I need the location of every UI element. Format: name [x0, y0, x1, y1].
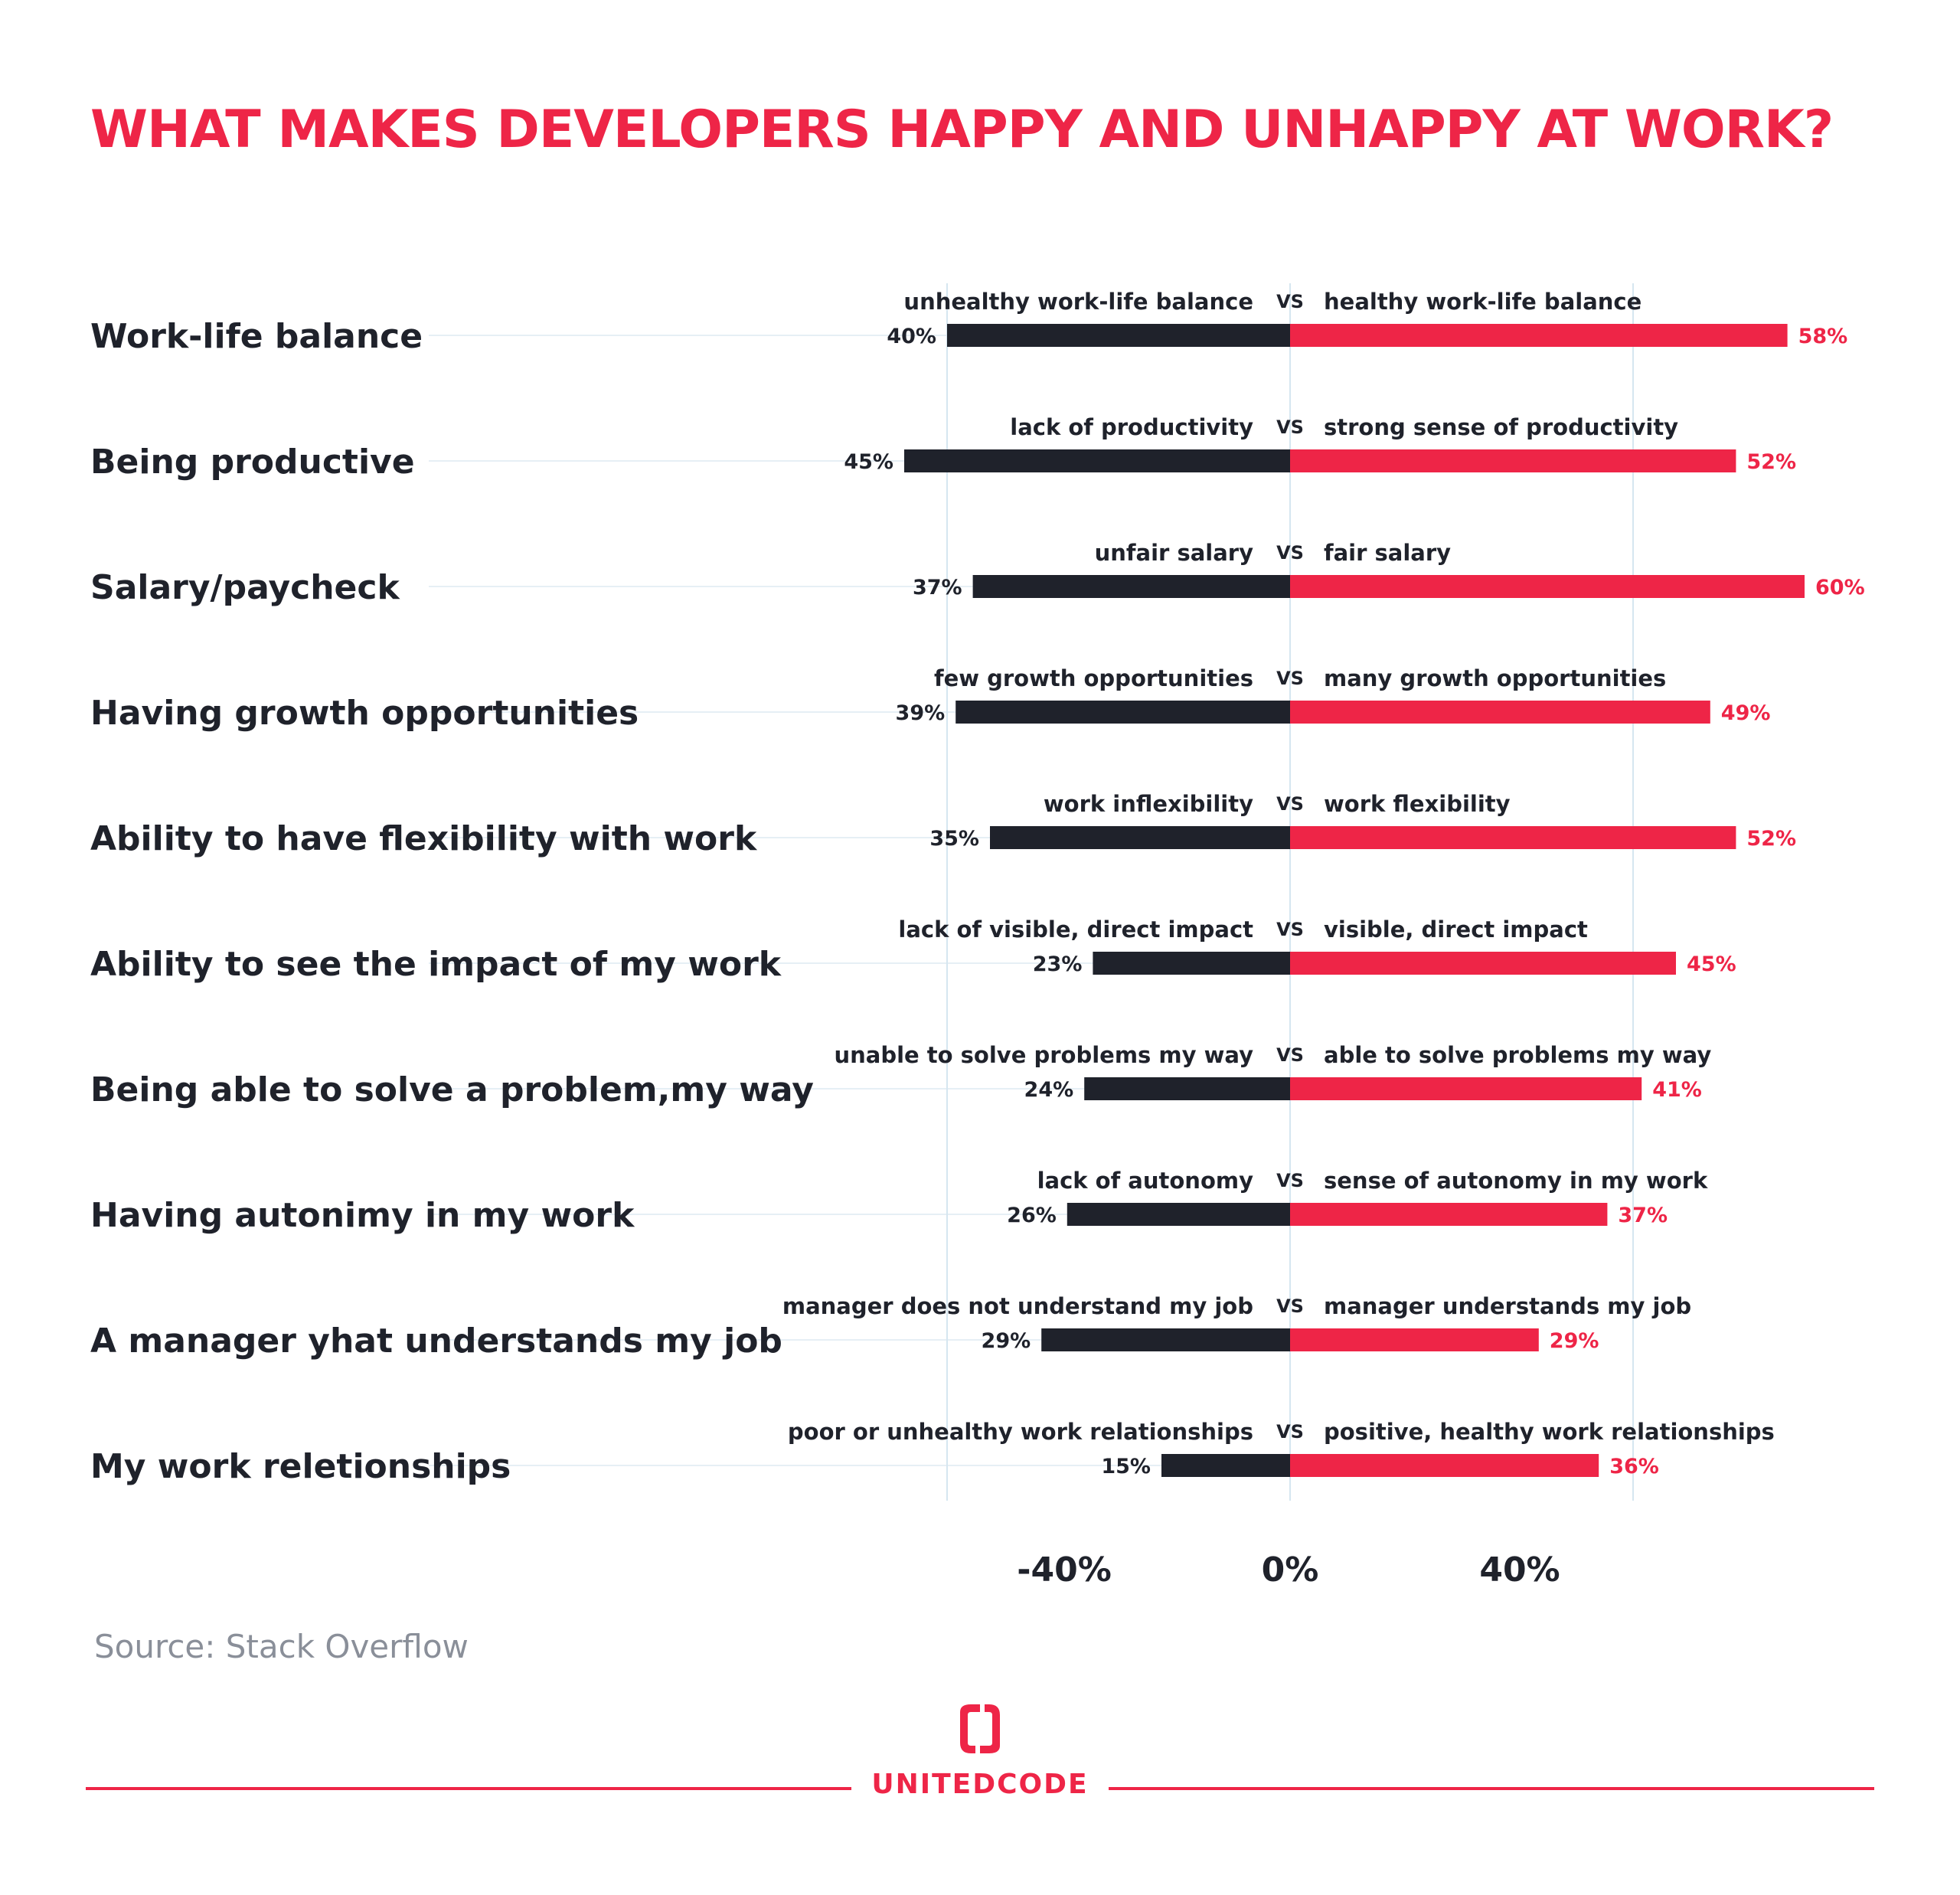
negative-sub-label: poor or unhealthy work relationships	[788, 1419, 1253, 1445]
positive-sub-label: work flexibility	[1324, 791, 1511, 817]
positive-sub-label: many growth opportunities	[1324, 665, 1666, 691]
negative-bar	[1093, 952, 1290, 975]
positive-value-label: 45%	[1687, 952, 1736, 976]
negative-value-label: 40%	[887, 325, 936, 348]
negative-value-label: 23%	[1033, 952, 1083, 976]
footer-rule-left	[86, 1787, 851, 1790]
diverging-bar-chart: Work-life balance unhealthy work-life bal…	[90, 283, 1865, 1590]
negative-bar	[947, 324, 1290, 347]
negative-value-label: 35%	[929, 827, 979, 851]
positive-value-label: 37%	[1618, 1204, 1668, 1227]
category-label: Work-life balance	[90, 317, 423, 356]
brand-name: UNITEDCODE	[871, 1769, 1089, 1800]
positive-sub-label: fair salary	[1324, 540, 1451, 566]
unitedcode-logo-icon	[960, 1704, 1000, 1753]
negative-bar	[990, 826, 1290, 849]
negative-value-label: 26%	[1007, 1204, 1057, 1227]
x-tick-label: -40%	[1017, 1550, 1112, 1590]
positive-sub-label: able to solve problems my way	[1324, 1042, 1711, 1068]
positive-bar	[1290, 826, 1736, 849]
category-label: My work reletionships	[90, 1447, 511, 1486]
negative-sub-label: unable to solve problems my way	[834, 1042, 1253, 1068]
positive-bar	[1290, 952, 1676, 975]
negative-bar	[1041, 1328, 1290, 1351]
vs-label: VS	[1276, 1295, 1304, 1317]
positive-bar	[1290, 1328, 1539, 1351]
negative-sub-label: work inflexibility	[1044, 791, 1253, 817]
positive-value-label: 41%	[1652, 1078, 1702, 1102]
footer-rule-right	[1109, 1787, 1874, 1790]
positive-bar	[1290, 701, 1710, 724]
negative-value-label: 45%	[844, 450, 893, 474]
positive-value-label: 36%	[1609, 1455, 1659, 1478]
positive-value-label: 52%	[1746, 450, 1796, 474]
positive-value-label: 49%	[1721, 701, 1771, 725]
category-label: A manager yhat understands my job	[90, 1322, 782, 1361]
category-label: Being productive	[90, 443, 415, 482]
negative-sub-label: lack of visible, direct impact	[898, 916, 1253, 943]
x-tick-label: 0%	[1262, 1550, 1319, 1590]
negative-bar	[1067, 1203, 1290, 1226]
positive-sub-label: healthy work-life balance	[1324, 289, 1642, 315]
negative-value-label: 29%	[982, 1329, 1031, 1353]
negative-bar	[1161, 1454, 1290, 1477]
positive-bar	[1290, 1454, 1599, 1477]
positive-bar	[1290, 1077, 1642, 1100]
negative-bar	[904, 449, 1290, 472]
negative-sub-label: manager does not understand my job	[782, 1293, 1253, 1319]
vs-label: VS	[1276, 1170, 1304, 1191]
negative-sub-label: unfair salary	[1095, 540, 1253, 566]
positive-value-label: 52%	[1746, 827, 1796, 851]
category-label: Having autonimy in my work	[90, 1196, 635, 1235]
x-tick-label: 40%	[1479, 1550, 1560, 1590]
negative-bar	[972, 575, 1290, 598]
negative-sub-label: lack of productivity	[1010, 414, 1253, 440]
positive-bar	[1290, 324, 1788, 347]
positive-sub-label: sense of autonomy in my work	[1324, 1168, 1708, 1194]
positive-bar	[1290, 575, 1805, 598]
category-label: Salary/paycheck	[90, 568, 400, 607]
vs-label: VS	[1276, 1044, 1304, 1066]
negative-bar	[1084, 1077, 1290, 1100]
vs-label: VS	[1276, 542, 1304, 564]
category-label: Ability to have flexibility with work	[90, 819, 758, 858]
category-label: Having growth opportunities	[90, 694, 639, 733]
vs-label: VS	[1276, 919, 1304, 940]
negative-sub-label: unhealthy work-life balance	[903, 289, 1253, 315]
negative-value-label: 37%	[913, 576, 962, 600]
negative-value-label: 15%	[1101, 1455, 1151, 1478]
vs-label: VS	[1276, 1421, 1304, 1442]
negative-sub-label: lack of autonomy	[1037, 1168, 1254, 1194]
positive-bar	[1290, 1203, 1608, 1226]
footer: UNITEDCODE	[0, 1692, 1960, 1815]
vs-label: VS	[1276, 793, 1304, 815]
category-label: Ability to see the impact of my work	[90, 945, 782, 984]
positive-sub-label: visible, direct impact	[1324, 916, 1588, 943]
positive-sub-label: manager understands my job	[1324, 1293, 1691, 1319]
vs-label: VS	[1276, 291, 1304, 312]
positive-value-label: 58%	[1798, 325, 1848, 348]
chart-title: WHAT MAKES DEVELOPERS HAPPY AND UNHAPPY …	[90, 100, 1834, 160]
negative-bar	[956, 701, 1290, 724]
source-note: Source: Stack Overflow	[94, 1628, 469, 1665]
positive-sub-label: positive, healthy work relationships	[1324, 1419, 1775, 1445]
positive-sub-label: strong sense of productivity	[1324, 414, 1678, 440]
vs-label: VS	[1276, 417, 1304, 438]
positive-bar	[1290, 449, 1736, 472]
negative-value-label: 39%	[896, 701, 946, 725]
positive-value-label: 60%	[1815, 576, 1865, 600]
vs-label: VS	[1276, 668, 1304, 689]
negative-value-label: 24%	[1024, 1078, 1074, 1102]
positive-value-label: 29%	[1550, 1329, 1599, 1353]
category-label: Being able to solve a problem,my way	[90, 1070, 814, 1109]
negative-sub-label: few growth opportunities	[934, 665, 1253, 691]
